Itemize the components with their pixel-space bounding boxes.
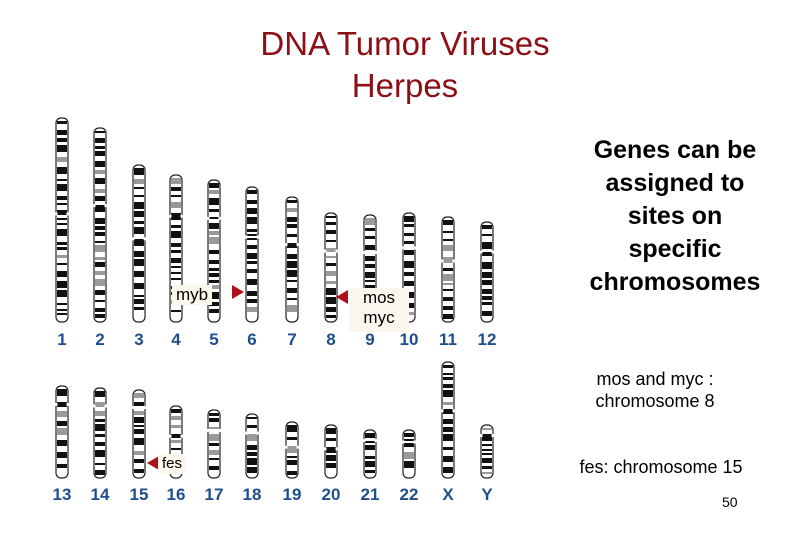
fes-pointer-icon xyxy=(147,456,159,470)
mos-myc-label-box: mos myc xyxy=(349,288,409,332)
side-line5: chromosomes xyxy=(589,268,761,296)
mos-label: mos xyxy=(362,288,396,307)
chromosome-1 xyxy=(55,117,69,323)
chromosome-number-13: 13 xyxy=(53,485,72,504)
chromosome-number-22: 22 xyxy=(400,485,419,504)
page-number: 50 xyxy=(722,494,738,510)
side-statement: Genes can be assigned to sites on specif… xyxy=(560,134,790,299)
mos-myc-note: mos and myc : chromosome 8 xyxy=(560,368,750,412)
chromosome-22 xyxy=(402,429,416,479)
chromosome-11 xyxy=(441,216,455,323)
chromosome-8 xyxy=(324,212,338,323)
chromosome-number-8: 8 xyxy=(326,330,335,349)
chromosome-12 xyxy=(480,221,494,323)
mos-pointer-icon xyxy=(336,290,348,304)
chromosome-7 xyxy=(285,196,299,323)
chromosome-number-2: 2 xyxy=(95,330,104,349)
myc-label: myc xyxy=(363,308,395,327)
chromosome-number-5: 5 xyxy=(209,330,218,349)
chromosome-number-21: 21 xyxy=(361,485,380,504)
side-line2: assigned to xyxy=(605,169,745,197)
chromosome-14 xyxy=(93,387,107,479)
chromosome-X xyxy=(441,361,455,479)
myb-label: myb xyxy=(172,285,213,305)
chromosome-number-12: 12 xyxy=(478,330,497,349)
chromosome-number-7: 7 xyxy=(287,330,296,349)
chromosome-number-20: 20 xyxy=(322,485,341,504)
chromosome-number-16: 16 xyxy=(167,485,186,504)
chromosome-Y xyxy=(480,424,494,479)
chromosome-13 xyxy=(55,385,69,479)
chromosome-number-Y: Y xyxy=(481,485,493,504)
mos-myc-note-line1: mos and myc : xyxy=(596,369,714,389)
chromosome-number-19: 19 xyxy=(283,485,302,504)
mos-myc-note-line2: chromosome 8 xyxy=(595,391,715,411)
chromosome-number-18: 18 xyxy=(243,485,262,504)
chromosome-number-15: 15 xyxy=(130,485,149,504)
chromosome-21 xyxy=(363,429,377,479)
chromosome-19 xyxy=(285,421,299,479)
chromosome-number-10: 10 xyxy=(400,330,419,349)
chromosome-number-3: 3 xyxy=(134,330,143,349)
fes-note: fes: chromosome 15 xyxy=(579,457,743,477)
slide-title-line1: DNA Tumor Viruses xyxy=(260,25,550,62)
fes-label: fes xyxy=(158,454,187,474)
slide-title-line2: Herpes xyxy=(351,67,459,104)
chromosome-17 xyxy=(207,409,221,479)
chromosome-number-6: 6 xyxy=(247,330,256,349)
side-line3: sites on xyxy=(627,202,723,230)
chromosome-number-17: 17 xyxy=(205,485,224,504)
chromosome-number-14: 14 xyxy=(91,485,110,504)
myb-pointer-icon xyxy=(232,285,244,299)
chromosome-6 xyxy=(245,186,259,323)
chromosome-3 xyxy=(132,164,146,323)
side-line4: specific xyxy=(628,235,722,263)
chromosome-number-X: X xyxy=(442,485,454,504)
chromosome-number-11: 11 xyxy=(439,330,457,349)
chromosome-18 xyxy=(245,413,259,479)
chromosome-number-9: 9 xyxy=(365,330,374,349)
side-line1: Genes can be xyxy=(593,136,757,164)
chromosome-number-4: 4 xyxy=(171,330,181,349)
chromosome-15 xyxy=(132,389,146,479)
chromosome-2 xyxy=(93,127,107,323)
chromosome-20 xyxy=(324,424,338,479)
chromosome-number-1: 1 xyxy=(57,330,66,349)
